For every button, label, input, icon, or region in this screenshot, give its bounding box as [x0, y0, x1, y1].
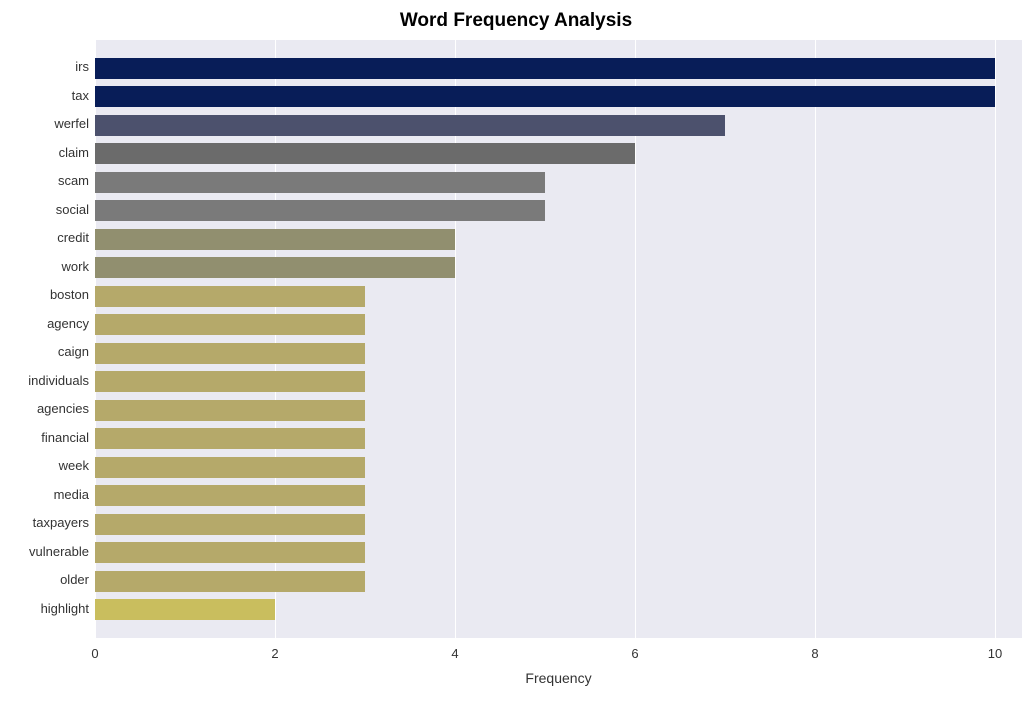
y-tick-label: financial	[41, 430, 89, 445]
x-tick-label: 0	[91, 646, 98, 661]
bar	[95, 343, 365, 364]
y-tick-label: tax	[72, 88, 89, 103]
bar	[95, 229, 455, 250]
bar	[95, 428, 365, 449]
y-tick-label: media	[54, 487, 89, 502]
y-tick-label: boston	[50, 287, 89, 302]
bar	[95, 143, 635, 164]
x-tick-label: 6	[631, 646, 638, 661]
x-tick-label: 8	[811, 646, 818, 661]
bar	[95, 172, 545, 193]
bar	[95, 457, 365, 478]
y-tick-label: individuals	[28, 373, 89, 388]
bar	[95, 599, 275, 620]
x-gridline	[815, 40, 816, 638]
x-axis-title: Frequency	[525, 670, 591, 686]
bar	[95, 542, 365, 563]
bar	[95, 571, 365, 592]
y-tick-label: werfel	[54, 116, 89, 131]
bar	[95, 257, 455, 278]
y-tick-label: taxpayers	[33, 515, 89, 530]
y-tick-label: scam	[58, 173, 89, 188]
y-tick-label: agency	[47, 316, 89, 331]
y-tick-label: claim	[59, 145, 89, 160]
y-tick-label: credit	[57, 230, 89, 245]
chart-container: Word Frequency Analysis irs tax werfel clai…	[0, 0, 1032, 701]
y-tick-label: highlight	[41, 601, 89, 616]
chart-title: Word Frequency Analysis	[0, 10, 1032, 32]
y-tick-label: week	[59, 458, 89, 473]
bar	[95, 200, 545, 221]
bar	[95, 86, 995, 107]
x-tick-label: 4	[451, 646, 458, 661]
y-tick-label: social	[56, 202, 89, 217]
bar	[95, 115, 725, 136]
x-tick-label: 2	[271, 646, 278, 661]
x-gridline	[995, 40, 996, 638]
y-tick-label: irs	[75, 59, 89, 74]
bar	[95, 371, 365, 392]
y-tick-label: work	[62, 259, 89, 274]
y-tick-label: caign	[58, 344, 89, 359]
bar	[95, 286, 365, 307]
bar	[95, 400, 365, 421]
plot-area	[95, 40, 1022, 638]
y-tick-label: vulnerable	[29, 544, 89, 559]
bar	[95, 514, 365, 535]
bar	[95, 485, 365, 506]
y-tick-label: agencies	[37, 401, 89, 416]
x-tick-label: 10	[988, 646, 1002, 661]
bar	[95, 58, 995, 79]
y-tick-label: older	[60, 572, 89, 587]
bar	[95, 314, 365, 335]
